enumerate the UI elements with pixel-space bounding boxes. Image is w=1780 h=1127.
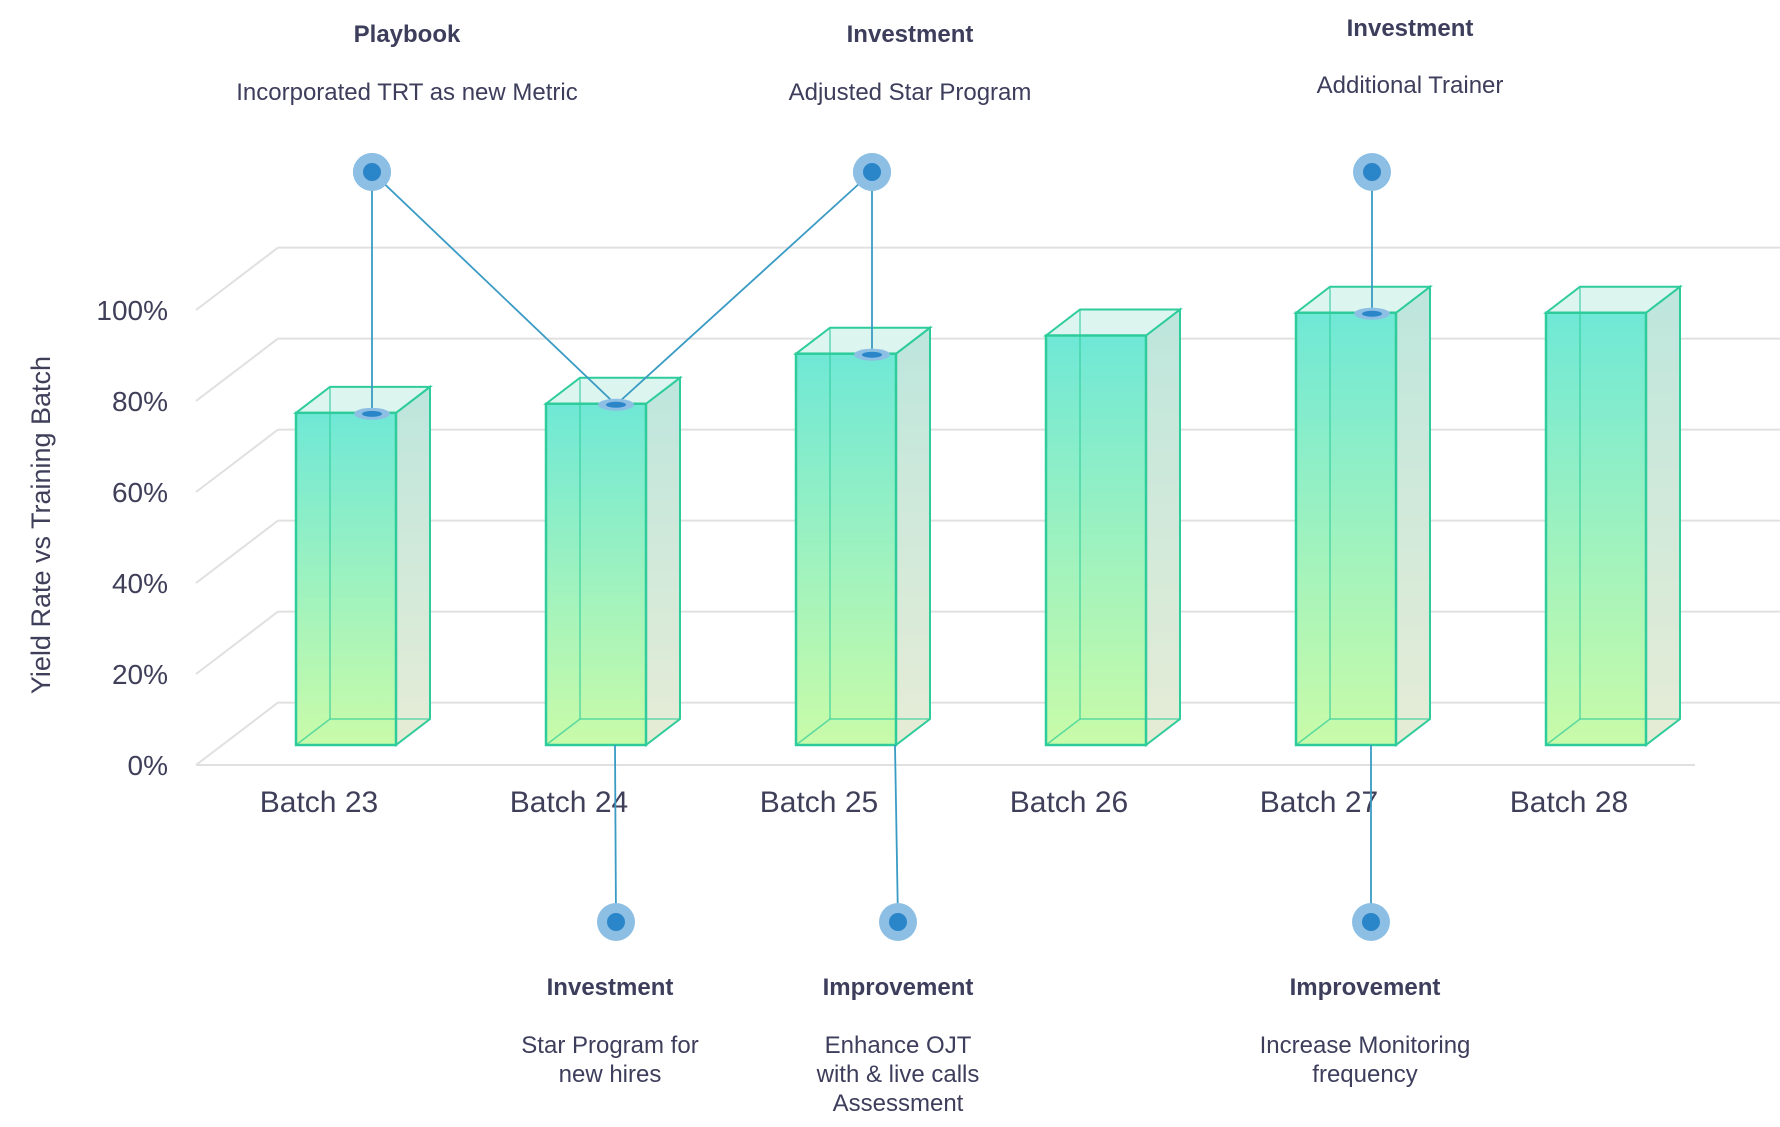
y-axis-label: Yield Rate vs Training Batch [26,356,56,694]
bar [543,375,683,748]
annotation-marker-dot [1362,913,1380,931]
annotation-marker-dot [889,913,907,931]
annotation-top: Investment Adjusted Star Program [789,21,1032,361]
annotation-text: Assessment [833,1090,964,1117]
annotation-title: Improvement [1290,974,1441,1001]
x-tick-label: Batch 27 [1260,786,1378,819]
bar-front-face [1044,334,1148,747]
y-tick-label: 60% [112,477,168,508]
bar-side-face [895,325,931,748]
grid [195,246,1780,766]
bar [1293,284,1433,748]
annotation-anchor-dot [1362,310,1382,317]
y-axis: 0% 20% 40% 60% 80% 100% [96,295,168,781]
annotation-text: Incorporated TRT as new Metric [236,79,577,106]
grid-diagonal [195,246,279,311]
bar [1043,307,1183,748]
bar-back-edge [1545,718,1581,746]
grid-diagonal [195,519,279,584]
y-tick-label: 80% [112,386,168,417]
connector-anchor-dot [606,401,626,408]
annotation-title: Investment [547,974,674,1001]
bar-front-face [294,411,398,747]
bar-back-edge [795,718,831,746]
annotation-marker-dot [1363,163,1381,181]
annotation-text: Increase Monitoring [1260,1032,1471,1059]
annotation-anchor-dot [362,410,382,417]
annotation-marker-dot [863,163,881,181]
bar [293,384,433,748]
annotation-text: with & live calls [816,1061,980,1088]
x-tick-label: Batch 28 [1510,786,1628,819]
y-tick-label: 40% [112,568,168,599]
x-tick-label: Batch 25 [760,786,878,819]
bar-front-face [1294,311,1398,747]
annotation-anchor-dot [862,351,882,358]
x-axis: Batch 23 Batch 24 Batch 25 Batch 26 Batch 27… [260,786,1628,819]
bar-front-face [794,352,898,747]
annotation-line [614,744,617,923]
annotations: Playbook Incorporated TRT as new Metric In… [236,15,1503,1117]
x-tick-label: Batch 26 [1010,786,1128,819]
bar-back-edge [1045,718,1081,746]
bar-back-edge [545,718,581,746]
annotation-connector [353,153,891,411]
annotation-text: new hires [559,1061,662,1088]
annotation-marker-dot [363,163,381,181]
bar-back-edge [295,718,331,746]
bar-front-face [1544,311,1648,747]
bar-side-face [395,384,431,748]
x-tick-label: Batch 24 [510,786,628,819]
annotation-text: Additional Trainer [1317,72,1504,99]
y-tick-label: 0% [128,750,168,781]
y-tick-label: 100% [96,295,168,326]
grid-diagonal [195,701,279,766]
annotation-title: Playbook [354,21,461,48]
annotation-title: Improvement [823,974,974,1001]
bar [793,325,933,748]
annotation-text: Enhance OJT [825,1032,972,1059]
grid-diagonal [195,337,279,402]
bars [293,284,1683,748]
bar-side-face [645,375,681,748]
bar-side-face [1645,284,1681,748]
y-tick-label: 20% [112,659,168,690]
grid-diagonal [195,610,279,675]
annotation-text: Adjusted Star Program [789,79,1032,106]
annotation-top: Playbook Incorporated TRT as new Metric [236,21,578,420]
annotation-marker-dot [607,913,625,931]
annotation-top: Investment Additional Trainer [1317,15,1504,320]
annotation-line [894,744,899,923]
annotation-text: frequency [1312,1061,1417,1088]
annotation-text: Star Program for [521,1032,698,1059]
x-tick-label: Batch 23 [260,786,378,819]
bar-back-edge [1295,718,1331,746]
annotation-title: Investment [847,21,974,48]
bar-side-face [1395,284,1431,748]
bar-front-face [544,402,648,747]
grid-diagonal [195,428,279,493]
bar-side-face [1145,307,1181,748]
bar [1543,284,1683,748]
annotation-title: Investment [1347,15,1474,42]
